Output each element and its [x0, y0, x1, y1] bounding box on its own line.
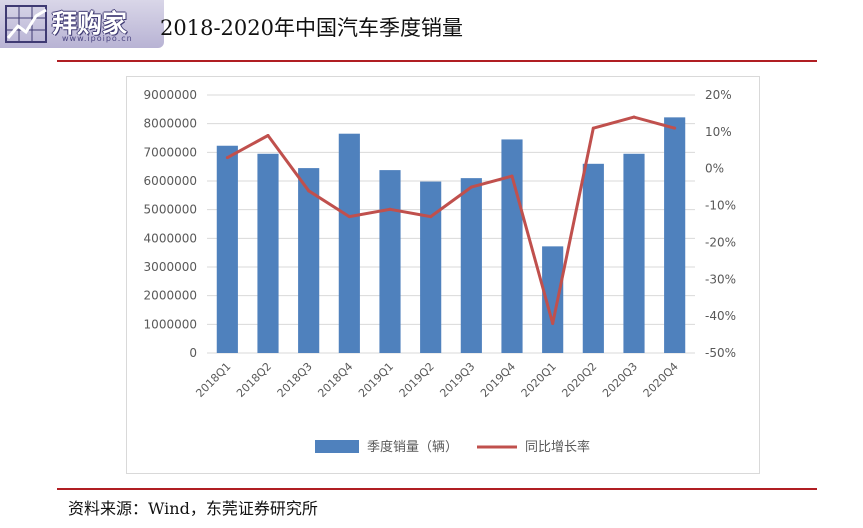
bar	[542, 246, 564, 353]
category-label: 2019Q2	[397, 360, 437, 400]
left-tick-label: 9000000	[144, 88, 197, 102]
right-tick-label: 0%	[705, 162, 724, 176]
right-tick-label: -40%	[705, 309, 736, 323]
top-rule	[57, 60, 817, 62]
combo-chart: 0 1000000 2000000 3000000 4000000 5000000 6000…	[144, 88, 736, 455]
legend-bar-label: 季度销量（辆）	[367, 439, 458, 455]
growth-point	[591, 126, 595, 130]
logo-url: www.ipoipo.cn	[62, 34, 133, 43]
bar	[298, 168, 320, 353]
category-label: 2020Q1	[519, 360, 559, 400]
bar	[338, 133, 360, 353]
right-tick-label: -10%	[705, 199, 736, 213]
left-tick-label: 7000000	[144, 145, 197, 159]
category-label: 2020Q3	[600, 360, 640, 400]
category-label: 2019Q1	[356, 360, 396, 400]
bar	[582, 163, 604, 353]
legend-bar-swatch	[315, 440, 359, 453]
growth-point	[388, 207, 392, 211]
category-label: 2019Q4	[478, 360, 518, 400]
growth-point	[307, 189, 311, 193]
category-label: 2018Q3	[275, 360, 315, 400]
category-label: 2018Q1	[193, 360, 233, 400]
bar	[216, 145, 238, 353]
left-tick-label: 8000000	[144, 117, 197, 131]
bar	[623, 153, 645, 353]
category-label: 2020Q2	[559, 360, 599, 400]
growth-point	[429, 215, 433, 219]
right-tick-label: 20%	[705, 88, 732, 102]
bar	[501, 139, 523, 353]
bottom-rule	[57, 488, 817, 490]
right-tick-label: 10%	[705, 125, 732, 139]
figure-title: 2018-2020年中国汽车季度销量	[160, 16, 463, 40]
right-tick-label: -50%	[705, 346, 736, 360]
bar	[257, 153, 279, 353]
left-tick-label: 1000000	[144, 317, 197, 331]
left-tick-label: 5000000	[144, 203, 197, 217]
category-label: 2018Q2	[234, 360, 274, 400]
growth-line	[226, 115, 676, 325]
source-note: 资料来源：Wind，东莞证券研究所	[68, 499, 318, 518]
legend-line-label: 同比增长率	[525, 439, 590, 455]
growth-point	[551, 322, 555, 326]
growth-point	[510, 174, 514, 178]
growth-point	[673, 126, 677, 130]
bar	[664, 117, 686, 353]
logo-text: 拜购家	[52, 9, 128, 38]
chart-logo-icon	[5, 5, 47, 43]
growth-point	[347, 215, 351, 219]
left-tick-label: 0	[189, 346, 197, 360]
left-tick-label: 6000000	[144, 174, 197, 188]
watermark-logo: 拜购家 www.ipoipo.cn	[0, 0, 164, 48]
chart-frame: 0 1000000 2000000 3000000 4000000 5000000 6000…	[126, 76, 760, 474]
bar	[379, 170, 401, 353]
left-tick-label: 4000000	[144, 231, 197, 245]
right-tick-label: -30%	[705, 272, 736, 286]
growth-point	[266, 134, 270, 138]
left-tick-label: 2000000	[144, 289, 197, 303]
category-label: 2019Q3	[437, 360, 477, 400]
bar	[420, 181, 442, 353]
bar	[460, 178, 482, 353]
growth-point	[632, 115, 636, 119]
category-label: 2018Q4	[315, 360, 355, 400]
growth-point	[225, 156, 229, 160]
growth-point	[469, 185, 473, 189]
left-tick-label: 3000000	[144, 260, 197, 274]
right-tick-label: -20%	[705, 235, 736, 249]
category-label: 2020Q4	[641, 360, 681, 400]
